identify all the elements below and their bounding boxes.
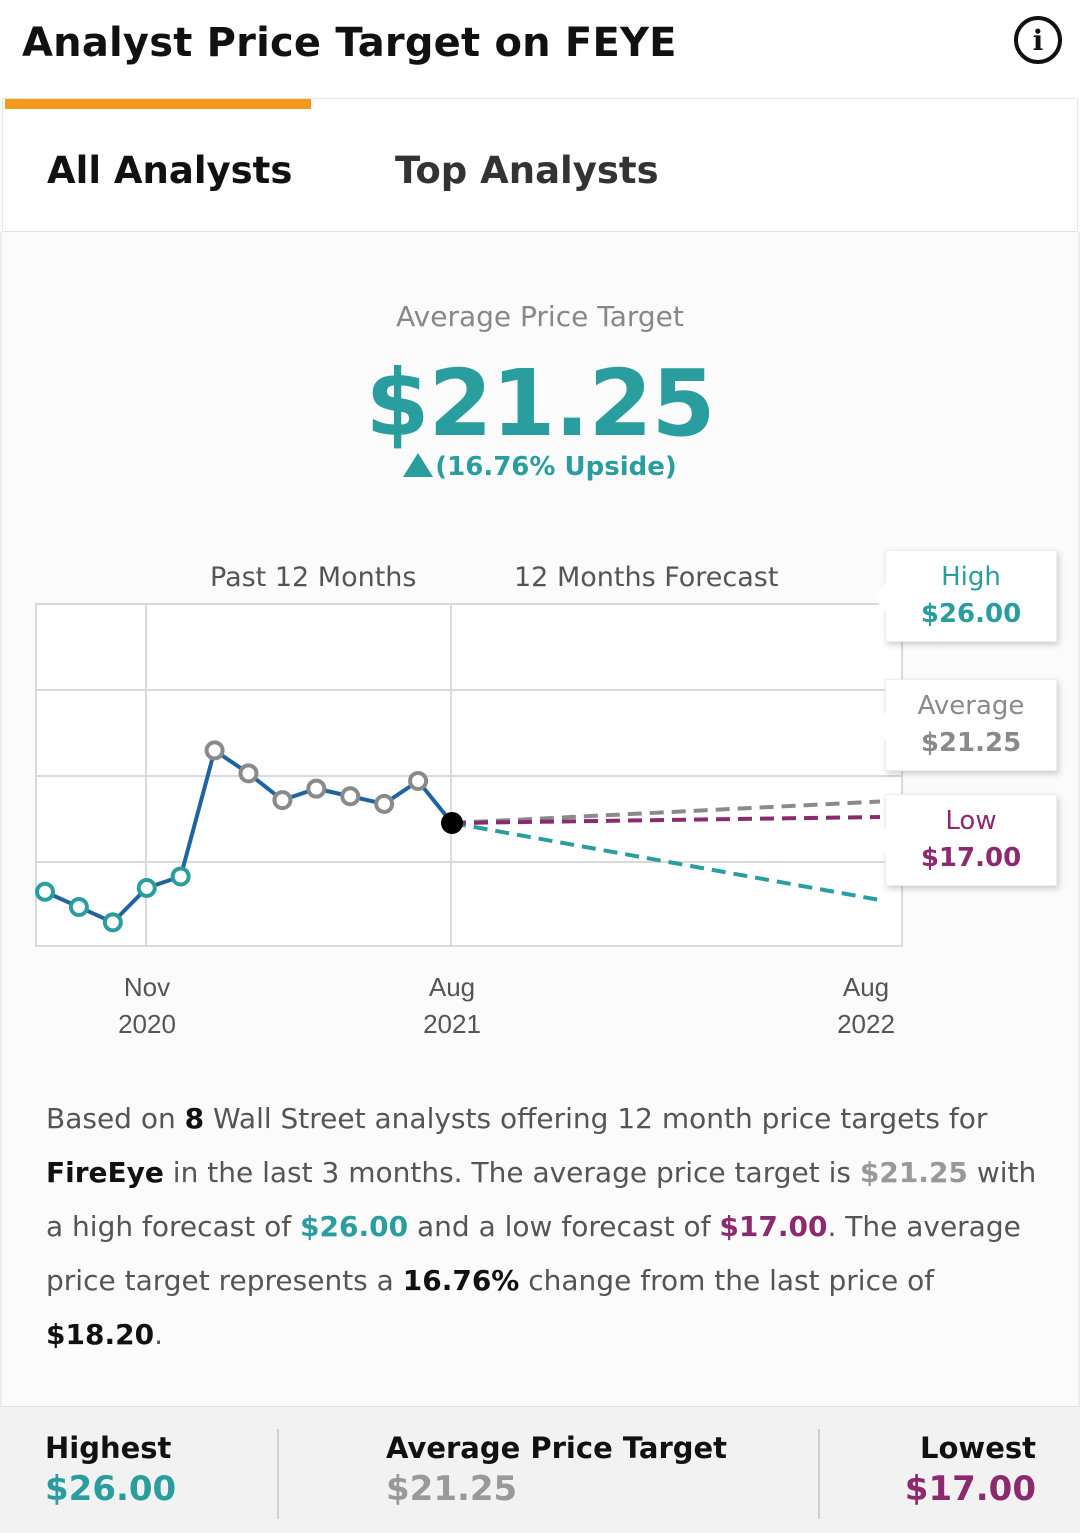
x-tick-nov-year: 2020 (118, 1009, 176, 1039)
footer-divider (818, 1429, 820, 1519)
upside-badge: (16.76% Upside) (0, 452, 1080, 482)
footer-lowest-label: Lowest (920, 1431, 1036, 1465)
low-target-callout: Low $17.00 (872, 794, 1057, 886)
page-title: Analyst Price Target on FEYE (22, 20, 677, 66)
price-history-point (68, 897, 89, 918)
forecast-low-line (451, 815, 881, 825)
desc-last-price: $18.20 (46, 1318, 155, 1351)
price-history-point (306, 778, 327, 799)
footer-average-value: $21.25 (386, 1469, 518, 1509)
price-target-description: Based on 8 Wall Street analysts offering… (46, 1092, 1056, 1362)
price-history-point (340, 786, 361, 807)
desc-text: . (154, 1318, 163, 1351)
footer-average-label: Average Price Target (386, 1431, 728, 1465)
forecast-lines (451, 799, 881, 903)
price-history-point (136, 877, 157, 898)
low-callout-value: $17.00 (920, 843, 1022, 873)
desc-text: . The average price target represents a (46, 1210, 1021, 1297)
analyst-tabs: All Analysts Top Analysts (2, 98, 1078, 232)
x-tick-aug22-year: 2022 (837, 1009, 895, 1039)
price-target-chart: Nov 2020 Aug 2021 Aug 2022 (35, 603, 903, 1039)
price-history-point (204, 740, 225, 761)
info-icon[interactable]: i (1014, 16, 1062, 64)
chart-grid (35, 603, 903, 947)
desc-percent: 16.76% (402, 1264, 520, 1297)
current-price-point (441, 812, 463, 834)
footer-divider (277, 1429, 279, 1519)
desc-high: $26.00 (300, 1210, 409, 1243)
high-target-callout: High $26.00 (872, 550, 1057, 642)
desc-average: $21.25 (859, 1156, 968, 1189)
desc-text: Based on (46, 1102, 185, 1135)
x-tick-nov-month: Nov (124, 972, 170, 1002)
average-price-target-value: $21.25 (365, 350, 715, 457)
desc-low: $17.00 (719, 1210, 828, 1243)
tab-all-analysts[interactable]: All Analysts (47, 149, 293, 192)
high-callout-value: $26.00 (920, 599, 1022, 629)
average-callout-value: $21.25 (920, 728, 1022, 758)
price-history-point (238, 763, 259, 784)
footer-average: Average Price Target $21.25 (386, 1431, 727, 1509)
footer-lowest: Lowest $17.00 (905, 1431, 1036, 1509)
forecast-period-label: 12 Months Forecast (514, 562, 779, 593)
footer-highest: Highest $26.00 (45, 1431, 176, 1509)
upside-text: (16.76% Upside) (435, 452, 677, 482)
footer-highest-value: $26.00 (45, 1469, 177, 1509)
desc-analyst-count: 8 (184, 1102, 205, 1135)
footer-lowest-value: $17.00 (904, 1469, 1036, 1509)
tab-top-analysts[interactable]: Top Analysts (395, 149, 659, 192)
summary-footer: Highest $26.00 Average Price Target $21.… (0, 1406, 1080, 1533)
desc-text: in the last 3 months. The average price … (163, 1156, 860, 1189)
desc-text: change from the last price of (519, 1264, 935, 1297)
desc-text: Wall Street analysts offering 12 month p… (204, 1102, 988, 1135)
header: Analyst Price Target on FEYE i (0, 0, 1080, 98)
high-callout-label: High (941, 562, 1001, 592)
x-tick-aug21-month: Aug (429, 972, 475, 1002)
average-callout-label: Average (917, 691, 1025, 721)
forecast-average-line (451, 799, 881, 825)
active-tab-indicator (5, 99, 311, 109)
up-arrow-icon (403, 453, 434, 477)
price-history-point (408, 770, 429, 791)
average-price-target-label: Average Price Target (396, 300, 684, 333)
x-tick-aug22-month: Aug (843, 972, 889, 1002)
low-callout-label: Low (945, 806, 997, 836)
x-axis-labels: Nov 2020 Aug 2021 Aug 2022 (118, 972, 895, 1039)
desc-text: and a low forecast of (408, 1210, 720, 1243)
price-history-point (102, 912, 123, 933)
price-history-point (35, 881, 55, 902)
price-history-points (35, 740, 463, 933)
price-history-point (272, 790, 293, 811)
footer-highest-label: Highest (45, 1431, 172, 1465)
desc-text: with a high forecast of (46, 1156, 1037, 1243)
desc-company: FireEye (46, 1156, 164, 1189)
x-tick-aug21-year: 2021 (423, 1009, 481, 1039)
price-history-point (374, 793, 395, 814)
forecast-high-line (451, 821, 881, 903)
past-period-label: Past 12 Months (210, 562, 417, 593)
average-target-callout: Average $21.25 (872, 679, 1057, 771)
price-history-point (170, 866, 191, 887)
